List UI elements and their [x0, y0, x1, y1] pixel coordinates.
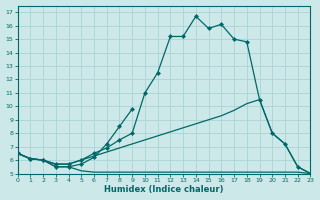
X-axis label: Humidex (Indice chaleur): Humidex (Indice chaleur): [104, 185, 224, 194]
